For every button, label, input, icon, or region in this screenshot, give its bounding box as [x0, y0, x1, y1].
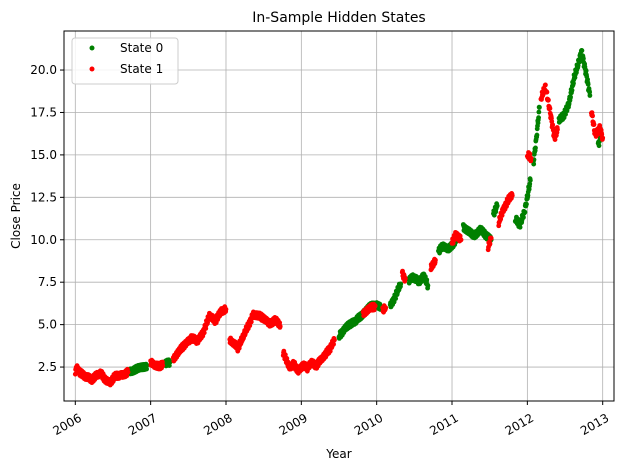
state-1-point	[555, 127, 560, 132]
state-1-point	[372, 303, 378, 309]
plot-frame	[63, 30, 615, 402]
state-0-point	[393, 296, 399, 301]
state-1-point	[402, 276, 408, 282]
state-0-point	[585, 81, 591, 87]
state-1-point	[546, 97, 551, 103]
x-tick-label: 2008	[201, 411, 234, 438]
legend-marker-state-0	[89, 45, 95, 51]
y-axis-label: Close Price	[9, 183, 23, 249]
state-0-point	[537, 104, 542, 110]
legend: State 0 State 1	[71, 37, 179, 85]
state-1-point	[499, 212, 505, 218]
legend-label-state-0: State 0	[120, 41, 163, 55]
state-0-point	[425, 283, 431, 288]
y-tick-label: 10.0	[30, 233, 57, 247]
state-0-point	[525, 193, 531, 198]
state-0-point	[568, 94, 573, 100]
state-1-point	[457, 233, 463, 239]
x-axis-label: Year	[325, 447, 351, 461]
state-0-point	[517, 224, 523, 230]
state-1-point	[247, 323, 253, 329]
legend-marker-state-1	[89, 66, 95, 72]
x-tick-label: 2009	[277, 411, 310, 438]
state-1-point	[458, 237, 464, 243]
state-0-point	[527, 181, 533, 187]
data-layer	[72, 48, 606, 388]
state-0-point	[534, 132, 540, 138]
state-0-point	[524, 201, 529, 207]
y-tick-label: 2.5	[38, 360, 57, 374]
state-1-point	[544, 89, 550, 95]
state-1-point	[160, 362, 166, 368]
state-0-point	[596, 143, 602, 149]
state-0-point	[521, 214, 526, 220]
state-1-point	[223, 306, 229, 312]
state-1-point	[527, 151, 533, 157]
state-1-point	[543, 82, 548, 88]
chart-title: In-Sample Hidden States	[252, 10, 425, 26]
state-1-point	[331, 341, 336, 347]
x-tick-label: 2007	[126, 411, 159, 438]
state-1-point	[277, 323, 283, 329]
grid	[64, 31, 614, 401]
state-1-point	[600, 135, 606, 141]
state-1-point	[201, 330, 207, 336]
legend-label-state-1: State 1	[120, 62, 163, 76]
state-1-point	[277, 320, 283, 326]
x-tick-label: 2011	[427, 411, 460, 438]
state-0-point	[398, 281, 404, 287]
state-0-point	[533, 145, 538, 151]
state-1-point	[332, 337, 337, 343]
state-1-point	[488, 235, 494, 241]
x-tick-label: 2006	[51, 411, 84, 438]
state-0-point	[587, 93, 593, 98]
state-0-point	[144, 366, 149, 372]
y-tick-label: 7.5	[38, 275, 57, 289]
y-tick-label: 15.0	[30, 148, 57, 162]
state-0-point	[583, 68, 589, 73]
state-0-point	[527, 177, 533, 183]
state-1-point	[433, 257, 438, 263]
state-1-point	[125, 369, 131, 375]
state-0-point	[536, 115, 541, 121]
state-0-point	[167, 359, 173, 365]
state-1-point	[528, 155, 534, 161]
state-1-point	[509, 193, 515, 199]
state-0-point	[494, 203, 500, 209]
x-tick-label: 2013	[578, 411, 611, 438]
y-tick-label: 5.0	[38, 318, 57, 332]
state-0-point	[531, 161, 537, 167]
state-1-point	[498, 216, 504, 222]
state-0-point	[144, 362, 150, 368]
legend-box	[71, 37, 179, 85]
y-tick-label: 12.5	[30, 190, 57, 204]
x-tick-label: 2012	[503, 411, 536, 438]
state-0-point	[571, 80, 576, 86]
state-0-point	[569, 87, 575, 93]
state-1-point	[547, 106, 553, 111]
x-tick-label: 2010	[352, 411, 385, 438]
state-0-point	[522, 209, 528, 215]
state-1-point	[591, 122, 597, 127]
state-0-point	[536, 109, 542, 115]
state-0-point	[579, 48, 585, 53]
ticks: 2006 2007 2008 2009 2010 2011 2012 2013 2.5 5.0 7.…	[30, 63, 611, 438]
state-0-point	[581, 56, 586, 62]
y-tick-label: 20.0	[30, 63, 57, 77]
state-1-point	[383, 305, 389, 311]
y-tick-label: 17.5	[30, 105, 57, 119]
state-0-point	[377, 301, 383, 307]
state-1-point	[487, 241, 493, 247]
state-0-point	[424, 277, 430, 283]
state-1-point	[590, 113, 595, 119]
state-0-point	[166, 363, 172, 369]
